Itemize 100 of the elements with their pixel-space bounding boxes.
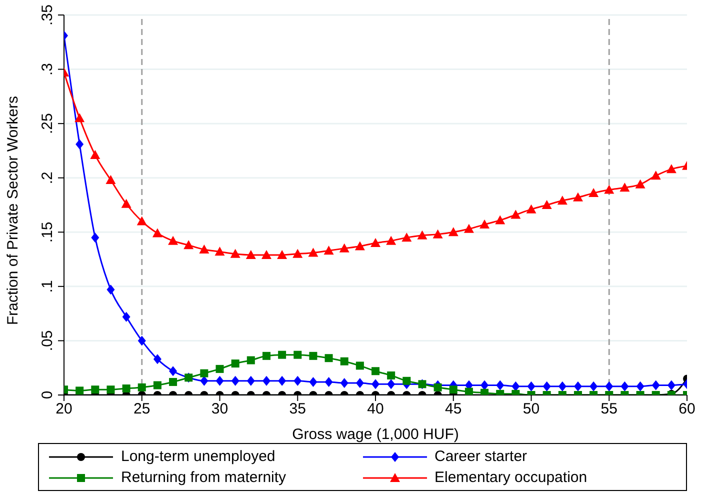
point	[448, 227, 458, 236]
point	[122, 312, 130, 322]
point	[138, 336, 146, 346]
y-tick-label: .25	[39, 113, 56, 134]
point	[480, 388, 489, 395]
point	[340, 357, 348, 366]
point	[417, 230, 428, 240]
point	[339, 243, 350, 252]
x-tick-label: 20	[56, 400, 72, 418]
point	[605, 381, 614, 392]
point	[432, 229, 443, 238]
x-tick-label: 50	[522, 400, 540, 418]
y-tick-label: .3	[39, 63, 56, 76]
point	[666, 164, 676, 174]
point	[91, 232, 100, 243]
point	[464, 224, 474, 233]
y-tick-label: .2	[39, 172, 56, 184]
point	[650, 170, 661, 180]
legend-label: Career starter	[434, 448, 528, 465]
point	[652, 380, 660, 390]
point	[231, 376, 240, 386]
point	[231, 360, 240, 368]
point	[667, 380, 676, 390]
x-tick-label: 40	[367, 400, 384, 418]
point	[635, 179, 646, 188]
point	[136, 216, 147, 226]
point	[402, 232, 412, 242]
point	[138, 383, 146, 392]
point	[480, 220, 490, 229]
point	[216, 376, 224, 386]
point	[557, 196, 568, 205]
point	[480, 380, 489, 390]
point	[106, 386, 115, 394]
point	[91, 386, 100, 394]
point	[636, 381, 644, 392]
point	[277, 250, 288, 259]
point	[324, 246, 334, 255]
point	[620, 381, 629, 392]
point	[262, 352, 270, 360]
x-tick-label: 30	[211, 400, 228, 418]
point	[184, 240, 194, 250]
point	[309, 376, 318, 387]
point	[542, 200, 552, 209]
point	[356, 362, 364, 370]
x-tick-label: 55	[600, 400, 618, 418]
point	[261, 250, 272, 259]
point	[356, 378, 364, 388]
point	[604, 184, 614, 194]
point	[200, 376, 208, 386]
point	[294, 350, 302, 359]
legend-label: Long-term unemployed	[121, 448, 276, 465]
y-tick-label: .15	[39, 222, 56, 243]
legend-label: Elementary occupation	[434, 469, 588, 486]
point	[246, 356, 255, 364]
point	[620, 182, 630, 192]
point	[230, 248, 240, 258]
point	[214, 246, 225, 256]
point	[262, 376, 270, 386]
point	[324, 376, 333, 387]
point	[122, 384, 130, 392]
point	[495, 215, 506, 224]
point	[526, 204, 536, 214]
point	[542, 381, 551, 392]
point	[169, 378, 178, 386]
point	[572, 192, 583, 202]
point	[169, 366, 178, 376]
point	[246, 250, 256, 259]
point	[292, 248, 303, 258]
point	[76, 386, 84, 395]
point	[278, 350, 286, 359]
point	[434, 383, 442, 392]
y-tick-label: .1	[39, 280, 56, 293]
point	[152, 228, 162, 238]
y-tick-label: .35	[39, 4, 56, 26]
legend-label: Returning from maternity	[121, 469, 286, 486]
point	[324, 354, 333, 362]
point	[278, 376, 286, 386]
point	[464, 388, 473, 395]
point	[216, 364, 224, 373]
point	[106, 284, 115, 295]
point	[370, 238, 380, 247]
y-tick-label: 0	[39, 390, 56, 400]
y-axis-title: Fraction of Private Sector Workers	[4, 96, 22, 325]
point	[372, 379, 380, 390]
x-tick-label: 60	[678, 400, 696, 418]
point	[512, 381, 520, 392]
point	[340, 378, 348, 388]
point	[309, 352, 318, 360]
point	[449, 386, 458, 394]
point	[200, 369, 208, 378]
point	[558, 381, 566, 392]
point	[74, 113, 85, 122]
point	[354, 241, 365, 250]
point	[590, 381, 598, 392]
point	[106, 175, 116, 184]
point	[153, 381, 162, 390]
point	[246, 376, 255, 386]
point	[153, 354, 162, 364]
point	[527, 381, 536, 392]
x-axis-title: Gross wage (1,000 HUF)	[292, 426, 459, 443]
